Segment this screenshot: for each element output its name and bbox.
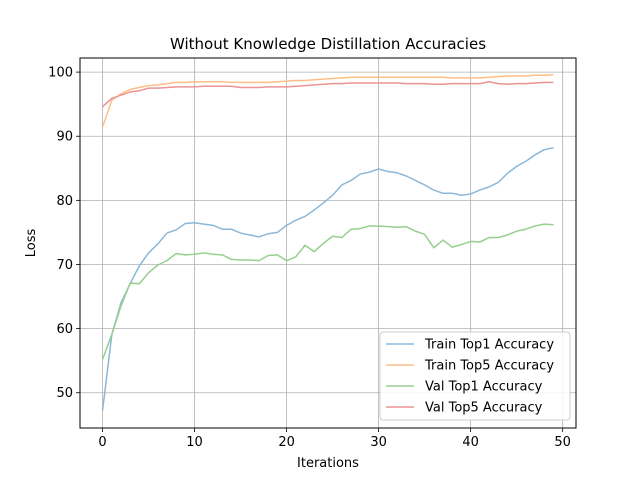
legend-label-train-top1-accuracy: Train Top1 Accuracy: [424, 338, 554, 353]
x-tick-label: 40: [462, 435, 479, 450]
y-tick-label: 70: [56, 258, 73, 273]
x-tick-label: 20: [278, 435, 295, 450]
y-tick-label: 50: [56, 386, 73, 401]
y-axis-title: Loss: [24, 229, 39, 258]
x-tick-label: 0: [98, 435, 106, 450]
legend: Train Top1 Accuracy Train Top5 Accuracy Va…: [379, 331, 571, 421]
legend-label-val-top5-accuracy: Val Top5 Accuracy: [425, 401, 543, 416]
y-tick-label: 60: [56, 322, 73, 337]
x-tick-label: 30: [370, 435, 387, 450]
y-tick-label: 100: [48, 66, 73, 81]
x-tick-label: 10: [186, 435, 203, 450]
series-line-val-top1-accuracy: [101, 223, 554, 360]
grid: [80, 58, 576, 428]
chart-title: Without Knowledge Distillation Accuracie…: [170, 35, 486, 53]
legend-label-train-top5-accuracy: Train Top5 Accuracy: [424, 359, 554, 374]
x-axis-title: Iterations: [297, 456, 359, 471]
y-tick-label: 90: [56, 130, 73, 145]
series-line-val-top5-accuracy: [102, 80, 554, 108]
series-lines: [101, 73, 554, 411]
axis-ticks: 0 10 20 30 40 50 50 60 70 80 90 100: [48, 66, 571, 450]
y-tick-label: 80: [56, 194, 73, 209]
plot-frame: [79, 57, 577, 429]
series-line-train-top5-accuracy: [101, 73, 554, 128]
legend-box: [379, 331, 571, 421]
series-line-train-top1-accuracy: [101, 147, 554, 411]
legend-label-val-top1-accuracy: Val Top1 Accuracy: [425, 380, 543, 395]
x-tick-label: 50: [554, 435, 571, 450]
